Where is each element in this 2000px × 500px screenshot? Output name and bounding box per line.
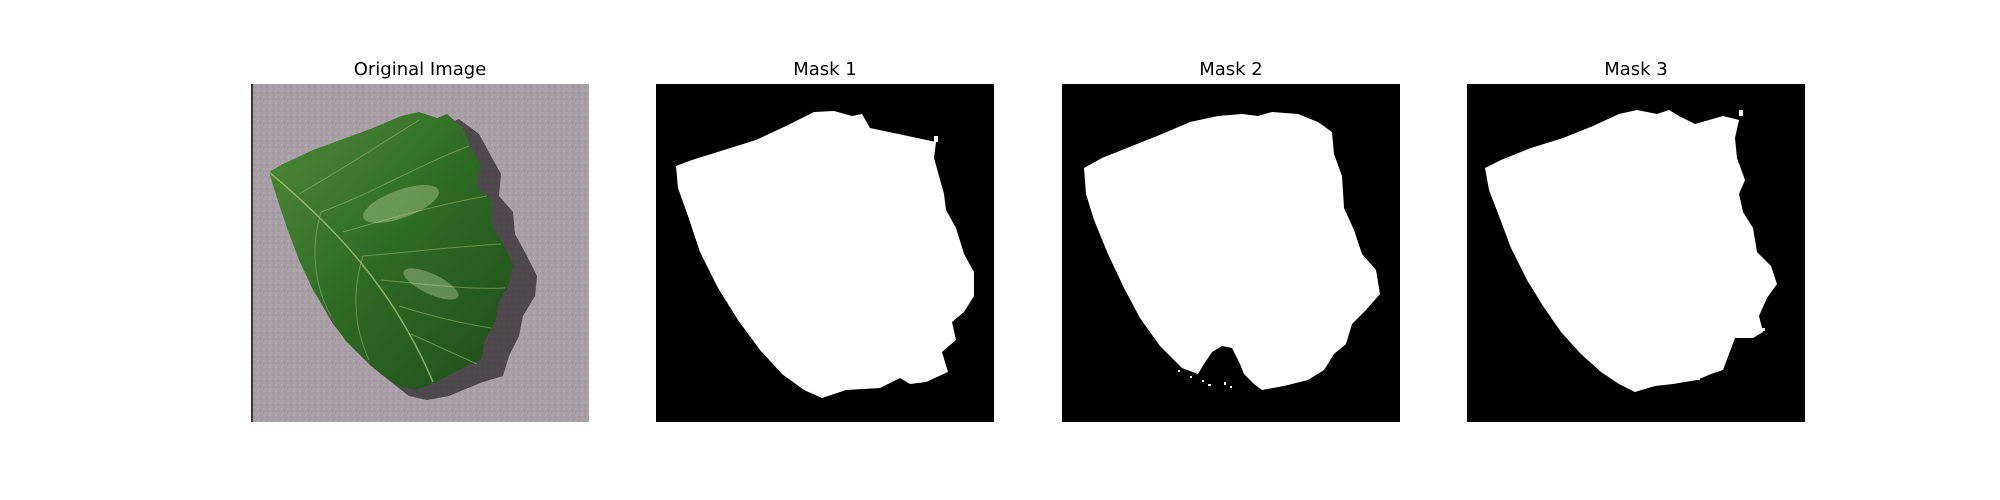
original-leaf-photo <box>251 84 589 422</box>
panel-title: Mask 1 <box>793 59 857 80</box>
panel-title: Mask 2 <box>1199 59 1263 80</box>
mask-2-image <box>1062 84 1400 422</box>
panel-mask-1: Mask 1 <box>656 0 994 500</box>
panel-title: Original Image <box>353 59 487 80</box>
leaf-midrib <box>268 171 434 383</box>
panel-title: Mask 3 <box>1604 59 1668 80</box>
mask-region <box>1485 110 1777 392</box>
mask-3-image <box>1467 84 1805 422</box>
panel-mask-2: Mask 2 <box>1062 0 1400 500</box>
panel-mask-3: Mask 3 <box>1467 0 1805 500</box>
mask-region <box>1084 112 1380 390</box>
panel-original-image: Original Image <box>251 0 589 500</box>
mask-1-image <box>656 84 994 422</box>
mask-region <box>676 111 974 398</box>
